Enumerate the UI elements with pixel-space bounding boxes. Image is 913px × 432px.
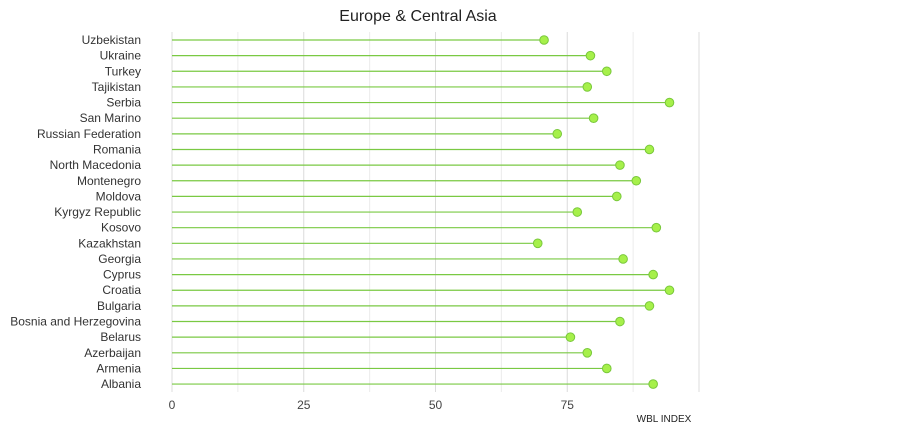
data-point: [532, 238, 543, 249]
category-label: Montenegro: [77, 174, 141, 188]
category-label: Tajikistan: [92, 80, 141, 94]
category-label: Azerbaijan: [84, 346, 141, 360]
category-label: Turkey: [105, 64, 141, 78]
data-point: [582, 82, 593, 92]
data-point: [651, 222, 662, 233]
data-point: [572, 207, 583, 217]
data-point: [601, 363, 612, 374]
category-label: Albania: [101, 377, 141, 391]
category-label: Uzbekistan: [82, 33, 141, 47]
data-point: [648, 269, 658, 280]
category-label: North Macedonia: [50, 158, 142, 172]
x-tick-label: 75: [561, 398, 575, 412]
data-point: [615, 160, 625, 170]
category-label: Armenia: [96, 361, 141, 375]
category-label: Romania: [93, 142, 141, 156]
x-axis-ticks: 0 25 50 75: [169, 398, 575, 412]
data-point: [644, 301, 655, 311]
x-tick-label: 50: [429, 398, 443, 412]
category-label: Moldova: [96, 189, 142, 203]
data-point: [582, 348, 593, 358]
category-label: Cyprus: [103, 268, 141, 282]
points: [532, 35, 675, 389]
x-axis-title: WBL INDEX: [637, 414, 692, 425]
chart-title: Europe & Central Asia: [339, 8, 497, 25]
category-label: Kosovo: [101, 221, 141, 235]
data-point: [585, 50, 596, 61]
category-label: Bosnia and Herzegovina: [10, 315, 141, 329]
data-point: [601, 66, 612, 77]
data-point: [618, 254, 628, 264]
category-label: Croatia: [102, 283, 141, 297]
x-tick-label: 0: [169, 398, 176, 412]
data-point: [552, 129, 563, 139]
data-point: [648, 379, 658, 389]
category-label: Russian Federation: [37, 127, 141, 141]
x-tick-label: 25: [297, 398, 311, 412]
category-label: San Marino: [80, 111, 142, 125]
data-point: [664, 97, 675, 108]
data-point: [615, 316, 625, 327]
category-label: Kazakhstan: [78, 236, 141, 250]
stems: [172, 39, 670, 385]
data-point: [539, 35, 549, 45]
category-label: Belarus: [100, 330, 141, 344]
category-label: Georgia: [98, 252, 141, 266]
data-point: [588, 113, 599, 123]
data-point: [644, 144, 655, 155]
data-point: [611, 191, 622, 202]
category-label: Kyrgyz Republic: [54, 205, 141, 219]
category-label: Serbia: [106, 96, 141, 110]
category-label: Ukraine: [100, 49, 142, 63]
data-point: [664, 285, 675, 296]
data-point: [565, 332, 576, 342]
category-label: Bulgaria: [97, 299, 141, 313]
data-point: [631, 175, 642, 186]
